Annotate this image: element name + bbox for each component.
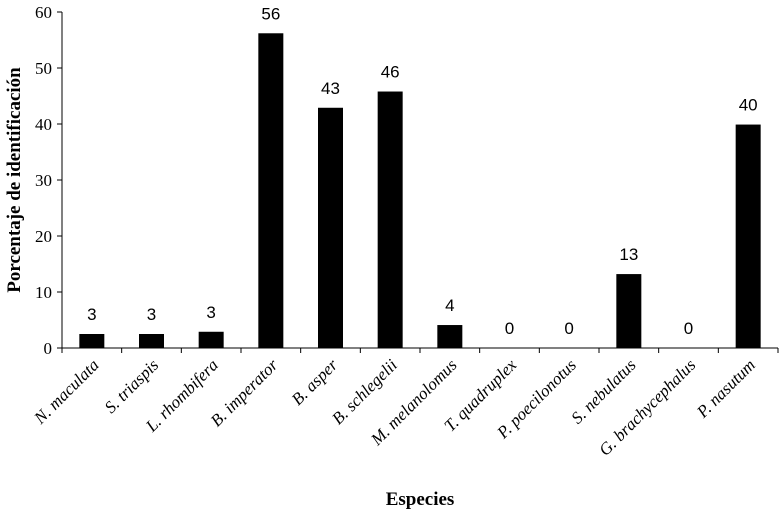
data-label: 40 [739, 96, 758, 115]
bar [258, 33, 284, 348]
category-label: B. asper [288, 355, 342, 409]
bar [139, 334, 164, 348]
y-tick-label: 20 [35, 227, 52, 246]
data-label: 56 [261, 4, 280, 23]
data-label: 3 [87, 305, 96, 324]
y-tick-label: 30 [35, 171, 52, 190]
y-tick-label: 40 [35, 115, 52, 134]
data-label: 0 [564, 319, 573, 338]
category-label: S. triaspis [101, 355, 163, 417]
y-axis: 0 10 20 30 40 50 60 [35, 3, 63, 358]
data-label: 0 [505, 319, 514, 338]
y-axis-title: Porcentaje de identificación [4, 67, 25, 293]
bar [318, 107, 343, 348]
x-axis [61, 347, 779, 353]
x-axis-title: Especies [386, 489, 455, 510]
bar [377, 91, 403, 349]
data-label: 13 [619, 245, 638, 264]
data-label: 46 [381, 63, 400, 82]
data-label: 43 [321, 79, 340, 98]
category-label: P. nasutum [692, 355, 759, 422]
data-label: 3 [147, 305, 156, 324]
bar [198, 331, 224, 348]
bar [735, 124, 761, 348]
bar [616, 274, 642, 348]
y-tick-label: 60 [35, 3, 52, 22]
data-label: 3 [206, 303, 215, 322]
y-tick-label: 10 [35, 283, 52, 302]
data-label: 0 [684, 319, 693, 338]
category-label: N. maculata [30, 355, 103, 428]
y-tick-label: 0 [44, 339, 53, 358]
bar [437, 325, 463, 348]
y-tick-label: 50 [35, 59, 52, 78]
data-label: 4 [445, 296, 454, 315]
bars [79, 33, 761, 349]
bar [79, 334, 105, 348]
